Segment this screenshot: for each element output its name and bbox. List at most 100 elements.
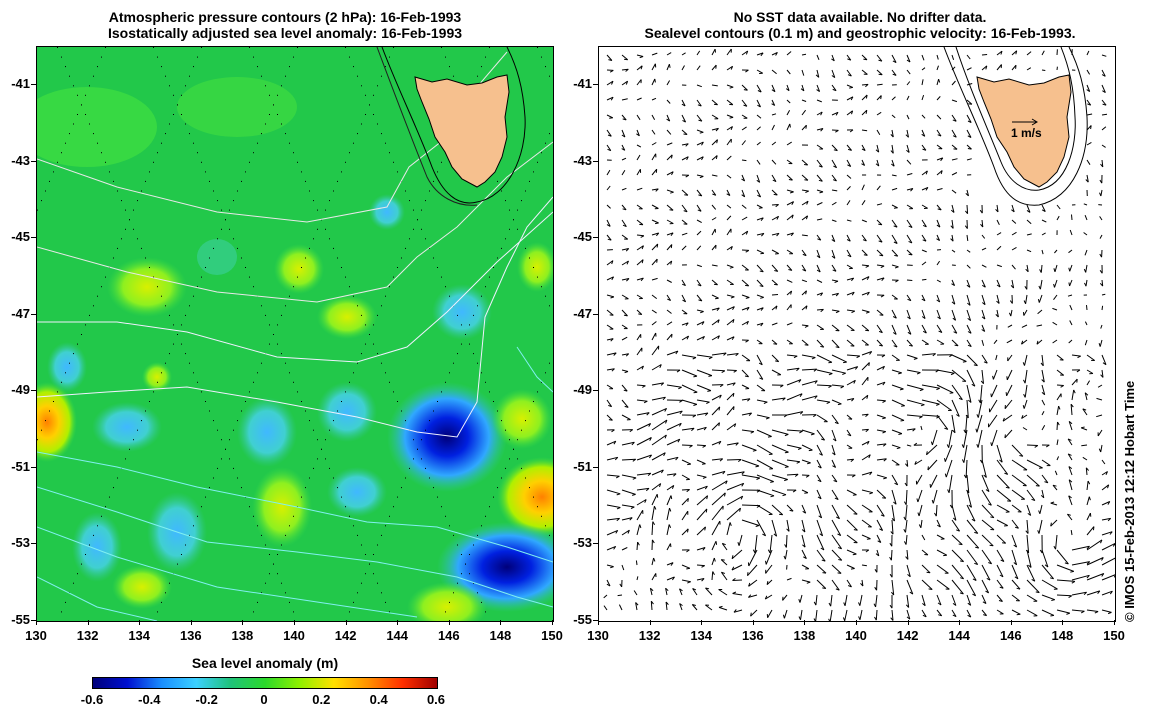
velocity-arrow (621, 517, 633, 521)
velocity-arrow-head (670, 562, 674, 566)
velocity-arrow (696, 129, 704, 133)
velocity-arrow (650, 601, 653, 611)
velocity-arrow-head (1068, 595, 1072, 599)
velocity-arrow-head (774, 270, 778, 272)
velocity-arrow-head (922, 614, 927, 618)
velocity-arrow (831, 144, 838, 151)
track-dot (273, 563, 274, 565)
velocity-arrow-head (865, 265, 870, 268)
velocity-arrow (966, 324, 972, 334)
velocity-arrow (906, 549, 909, 560)
velocity-arrow (906, 294, 912, 301)
velocity-arrow-head (1050, 614, 1054, 617)
velocity-arrow-head (835, 310, 840, 314)
velocity-arrow-head (837, 572, 842, 574)
sea-level-anomaly-map[interactable] (36, 46, 554, 622)
velocity-arrow (846, 96, 854, 101)
velocity-arrow (996, 549, 1005, 562)
track-dot (337, 257, 338, 259)
velocity-arrow (771, 249, 779, 255)
velocity-arrow (681, 309, 688, 315)
velocity-arrow (861, 264, 869, 267)
track-dot (161, 295, 162, 297)
velocity-arrow (816, 489, 822, 500)
track-dot (453, 75, 454, 77)
velocity-arrow-head (804, 164, 808, 166)
track-dot (45, 420, 46, 422)
velocity-arrow-head (625, 248, 630, 252)
velocity-arrow-head (817, 496, 822, 500)
velocity-arrow (765, 549, 773, 565)
track-dot (549, 534, 550, 536)
velocity-arrow (1011, 579, 1021, 590)
velocity-arrow-head (762, 533, 766, 537)
velocity-arrow-head (1100, 539, 1103, 544)
track-dot (225, 448, 226, 450)
velocity-arrow (846, 489, 857, 496)
velocity-arrow (1069, 264, 1073, 272)
velocity-arrow (846, 264, 853, 269)
velocity-arrow-head (928, 588, 933, 590)
track-dot (45, 190, 46, 192)
velocity-arrow (681, 232, 688, 236)
velocity-arrow-head (1107, 611, 1112, 615)
track-dot (57, 161, 58, 163)
velocity-arrow-head (732, 319, 735, 324)
track-dot (417, 448, 418, 450)
track-dot (73, 582, 74, 584)
velocity-arrow (861, 413, 869, 416)
velocity-arrow (1056, 204, 1061, 210)
track-dot (461, 573, 462, 575)
velocity-arrow-head (813, 368, 818, 372)
velocity-arrow (681, 114, 687, 123)
track-dot (297, 47, 298, 48)
velocity-arrow-head (1051, 599, 1055, 601)
velocity-arrow (861, 471, 873, 476)
right-title-line1: No SST data available. No drifter data. (733, 9, 987, 25)
velocity-arrow-head (847, 58, 851, 61)
right-x-tick-mark (1114, 620, 1115, 625)
velocity-arrow (621, 489, 636, 495)
velocity-arrow-head (1004, 434, 1006, 438)
velocity-arrow (921, 204, 928, 209)
velocity-arrow (786, 214, 794, 221)
velocity-arrow-head (826, 401, 831, 405)
track-dot (541, 515, 542, 517)
velocity-arrow-head (687, 581, 691, 584)
velocity-arrow (951, 234, 954, 242)
velocity-arrow (966, 204, 969, 214)
velocity-arrow (846, 429, 852, 437)
track-dot (313, 429, 314, 431)
velocity-arrow-head (833, 480, 838, 483)
velocity-arrow-head (613, 352, 617, 356)
velocity-arrow-head (838, 559, 842, 561)
velocity-arrow-head (1023, 300, 1027, 305)
velocity-arrow (771, 429, 789, 435)
velocity-arrow-head (735, 353, 739, 357)
velocity-arrow (1071, 545, 1090, 551)
velocity-arrow (1069, 320, 1073, 326)
velocity-arrow (920, 519, 923, 528)
velocity-arrow (891, 504, 895, 522)
velocity-arrow (741, 294, 750, 298)
velocity-arrow (741, 204, 747, 209)
velocity-arrow-head (866, 291, 870, 296)
velocity-arrow-head (716, 139, 718, 144)
velocity-arrow-head (692, 604, 696, 606)
geostrophic-velocity-map[interactable]: 1 m/s (598, 46, 1116, 622)
track-dot (485, 381, 486, 383)
track-dot (269, 573, 270, 575)
velocity-arrow (649, 588, 653, 596)
velocity-arrow (846, 249, 852, 258)
velocity-arrow-head (922, 330, 927, 334)
track-dot (285, 75, 286, 77)
velocity-arrow-head (683, 210, 688, 213)
velocity-arrow-head (883, 458, 887, 462)
track-dot (353, 372, 354, 374)
velocity-arrow (606, 545, 616, 551)
velocity-arrow (996, 204, 999, 212)
velocity-arrow (621, 414, 631, 421)
right-x-tick-mark (804, 620, 806, 625)
track-dot (281, 582, 282, 584)
velocity-arrow (816, 234, 822, 241)
